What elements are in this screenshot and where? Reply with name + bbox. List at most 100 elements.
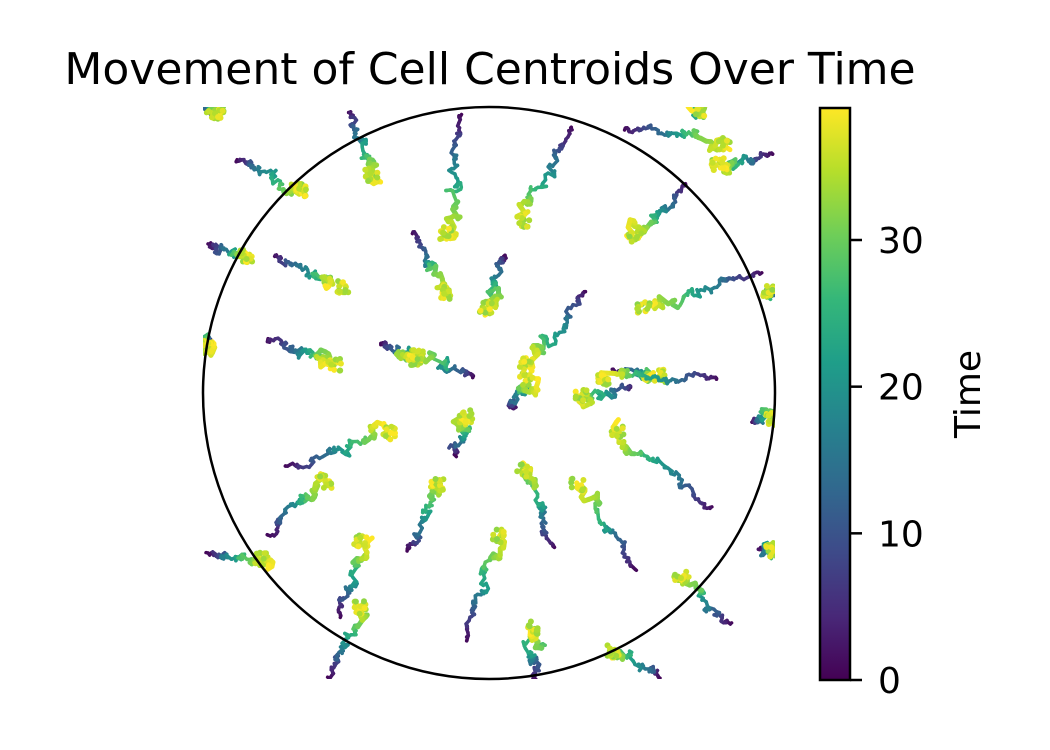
trajectory-point: [337, 360, 344, 367]
trajectory-point: [445, 288, 452, 295]
trajectory-point: [626, 233, 633, 240]
trajectory-point: [651, 377, 658, 384]
trajectory-segment: [216, 107, 218, 108]
trajectory-point: [613, 425, 620, 432]
trajectory-point: [529, 374, 536, 381]
trajectory-point: [710, 167, 717, 173]
trajectory: [760, 283, 775, 302]
trajectory-segment: [773, 552, 775, 557]
trajectory-point: [768, 551, 775, 558]
trajectory: [756, 540, 781, 561]
trajectory: [624, 181, 688, 245]
trajectory-segment: [778, 546, 779, 548]
trajectory: [708, 151, 775, 176]
trajectory-point: [203, 344, 204, 346]
trajectory-point: [614, 433, 620, 439]
trajectory-point: [516, 363, 523, 370]
trajectory: [521, 618, 547, 679]
trajectory-segment: [216, 107, 226, 110]
trajectory-segment: [207, 103, 210, 105]
trajectory: [604, 642, 662, 679]
trajectory-point: [568, 479, 575, 486]
trajectory: [514, 460, 557, 550]
trajectory-point: [440, 295, 447, 302]
trajectory-point: [628, 238, 635, 245]
trajectory-point: [328, 361, 335, 368]
trajectory-point: [460, 409, 467, 416]
trajectory-segment: [209, 107, 213, 108]
trajectory-point: [361, 598, 367, 605]
trajectory-point: [619, 425, 626, 432]
trajectory-point: [296, 185, 303, 192]
trajectory: [206, 241, 256, 266]
trajectory-point: [692, 111, 699, 118]
trajectory-point: [701, 112, 708, 119]
trajectory-point: [440, 224, 447, 231]
trajectory-point: [572, 388, 579, 395]
trajectory-point: [525, 358, 532, 365]
trajectory-point: [768, 544, 775, 551]
trajectory-segment: [778, 548, 781, 551]
trajectory-point: [342, 287, 349, 293]
trajectory-segment: [205, 107, 210, 109]
trajectory-point: [488, 300, 495, 307]
trajectory-segment: [205, 107, 210, 109]
trajectory-point: [521, 358, 528, 365]
trajectory-point: [340, 279, 346, 286]
trajectory-point: [440, 229, 447, 236]
trajectory-point: [352, 598, 359, 605]
boundary-circle: [201, 105, 777, 681]
trajectory-segment: [205, 107, 207, 108]
trajectory: [203, 103, 227, 122]
trajectory-point: [769, 286, 775, 293]
chart-title: Movement of Cell Centroids Over Time: [64, 44, 915, 95]
trajectory: [437, 112, 464, 242]
trajectory-segment: [685, 107, 695, 114]
trajectory-point: [524, 223, 530, 230]
trajectory-point: [699, 108, 706, 115]
trajectory-point: [374, 174, 381, 181]
trajectory-point: [609, 432, 616, 439]
trajectory: [265, 471, 335, 538]
trajectory-point: [525, 381, 532, 388]
trajectory-point: [580, 397, 587, 404]
trajectory-point: [388, 423, 395, 430]
trajectory-point: [694, 107, 701, 112]
trajectory: [336, 532, 375, 620]
trajectory-point: [709, 159, 716, 166]
trajectory-point: [490, 531, 497, 538]
trajectory-point: [365, 178, 372, 184]
trajectory-point: [414, 356, 421, 363]
trajectory-segment: [208, 103, 211, 104]
trajectory-segment: [203, 104, 204, 105]
trajectory-point: [580, 477, 587, 483]
trajectory-point: [521, 372, 528, 379]
trajectory-point: [387, 429, 394, 436]
trajectory-point: [409, 354, 416, 361]
trajectory-point: [414, 348, 421, 355]
trajectory-point: [493, 526, 500, 533]
trajectory-point: [320, 484, 327, 491]
trajectory-segment: [772, 547, 775, 554]
trajectory: [476, 253, 508, 318]
trajectory-point: [361, 605, 368, 612]
trajectory-point: [328, 480, 335, 487]
trajectory-segment: [774, 546, 775, 549]
trajectory-point: [724, 137, 730, 144]
trajectory-point: [362, 166, 369, 173]
trajectory-segment: [203, 346, 204, 350]
trajectory-point: [219, 107, 226, 114]
trajectory-segment: [203, 107, 207, 109]
trajectory-point: [526, 217, 533, 224]
trajectory-point: [336, 288, 343, 295]
trajectory-point: [528, 367, 535, 374]
trajectory-point: [719, 159, 726, 166]
trajectory-segment: [265, 562, 271, 572]
trajectory-point: [261, 550, 268, 557]
trajectory-point: [613, 652, 620, 659]
trajectory-point: [526, 623, 533, 630]
colorbar-tick-label: 30: [878, 221, 924, 262]
trajectory-point: [331, 366, 338, 373]
colorbar: 0 10 20 30 Time: [818, 106, 989, 702]
trajectory-point: [243, 256, 250, 262]
